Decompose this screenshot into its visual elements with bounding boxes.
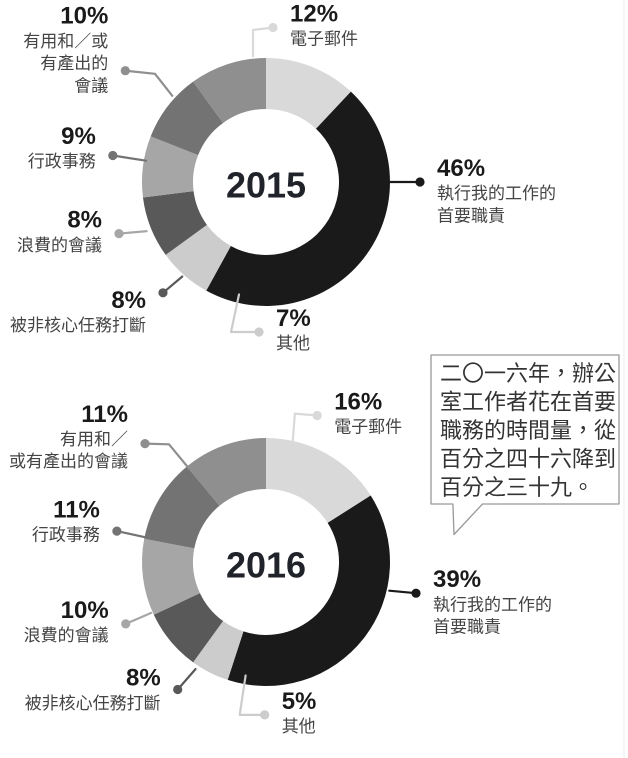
svg-text:室工作者花在首要: 室工作者花在首要: [440, 385, 616, 417]
svg-text:7%: 7%: [276, 305, 311, 332]
svg-text:8%: 8%: [126, 665, 161, 692]
svg-text:行政事務: 行政事務: [28, 147, 96, 172]
svg-text:2015: 2015: [226, 165, 306, 206]
svg-text:9%: 9%: [61, 123, 96, 150]
svg-text:百分之四十六降到: 百分之四十六降到: [440, 442, 616, 474]
svg-text:其他: 其他: [276, 329, 310, 354]
svg-text:浪費的會議: 浪費的會議: [17, 231, 102, 256]
svg-text:11%: 11%: [53, 496, 100, 523]
svg-text:12%: 12%: [290, 1, 338, 28]
svg-text:5%: 5%: [282, 688, 317, 715]
svg-text:10%: 10%: [61, 597, 109, 624]
svg-text:46%: 46%: [437, 155, 485, 182]
svg-text:10%: 10%: [60, 3, 108, 30]
svg-text:行政事務: 行政事務: [32, 521, 100, 546]
svg-text:首要職責: 首要職責: [433, 613, 501, 638]
svg-text:電子郵件: 電子郵件: [334, 413, 402, 438]
svg-text:11%: 11%: [81, 401, 128, 428]
svg-text:或有產出的會議: 或有產出的會議: [9, 447, 128, 472]
svg-text:被非核心任務打斷: 被非核心任務打斷: [10, 311, 146, 336]
svg-text:其他: 其他: [282, 712, 316, 737]
svg-text:電子郵件: 電子郵件: [290, 25, 358, 50]
svg-text:2016: 2016: [226, 545, 306, 586]
svg-text:16%: 16%: [334, 389, 382, 416]
svg-text:會議: 會議: [74, 71, 108, 96]
svg-text:8%: 8%: [67, 207, 102, 234]
svg-text:職務的時間量，從: 職務的時間量，從: [440, 413, 616, 445]
svg-text:首要職責: 首要職責: [437, 201, 505, 226]
svg-text:二〇一六年，辦公: 二〇一六年，辦公: [440, 356, 616, 388]
svg-text:百分之三十九。: 百分之三十九。: [440, 470, 594, 502]
svg-text:被非核心任務打斷: 被非核心任務打斷: [25, 689, 161, 714]
svg-text:8%: 8%: [111, 287, 146, 314]
svg-text:浪費的會議: 浪費的會議: [24, 621, 109, 646]
svg-text:39%: 39%: [433, 566, 481, 593]
